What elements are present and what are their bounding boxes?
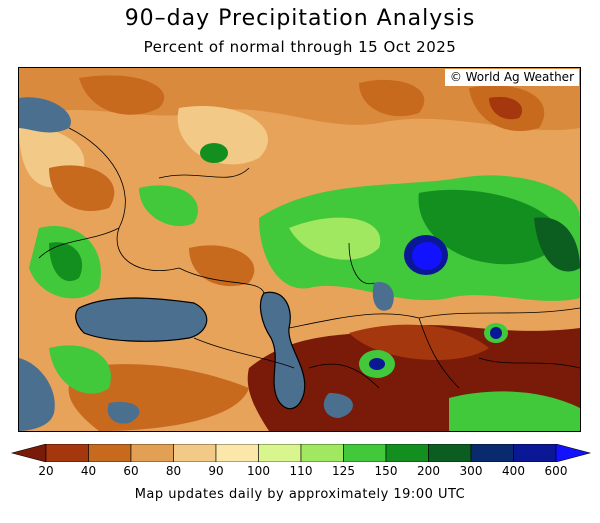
border-line — [348, 242, 375, 285]
precip-zone-very-wet-1 — [418, 189, 560, 265]
precip-zone-very-dry-1 — [489, 96, 523, 120]
persian-gulf — [323, 393, 353, 418]
legend-cell-above-max — [555, 444, 592, 462]
legend-tick-label: 600 — [544, 464, 568, 478]
caspian-sea — [260, 292, 305, 409]
precip-zone-dry-center — [189, 245, 255, 287]
legend-cell-below-min — [10, 444, 47, 462]
legend-tick-label: 20 — [38, 464, 54, 478]
legend-cell — [45, 444, 89, 462]
black-sea-coast — [75, 297, 208, 342]
precip-zone-very-wet-2 — [534, 217, 580, 272]
legend-tick-label: 40 — [80, 464, 97, 478]
border-line — [68, 127, 180, 271]
legend-cell — [173, 444, 217, 462]
update-note: Map updates daily by approximately 19:00… — [134, 487, 466, 502]
coastlines — [75, 291, 306, 410]
map-credit: © World Ag Weather — [444, 69, 579, 86]
precip-zone-moderate-wet-1 — [289, 217, 381, 260]
precip-zone-wet-spot-3 — [200, 143, 228, 163]
border-line — [178, 267, 265, 294]
precip-zone-north — [19, 68, 580, 131]
country-borders — [38, 127, 580, 389]
border-line — [38, 227, 120, 259]
black-sea — [75, 298, 207, 342]
legend-cell — [300, 444, 344, 462]
legend-tick-label: 100 — [247, 464, 270, 478]
legend-tick-label: 400 — [502, 464, 525, 478]
precip-zone-pale-1 — [177, 106, 268, 165]
precip-zone-extreme-spot-1 — [369, 358, 385, 370]
mediterranean-sea-east — [107, 402, 140, 424]
precip-zone-extreme-wet-inner — [412, 242, 442, 270]
border-line — [478, 357, 580, 369]
border-line — [193, 337, 295, 369]
precip-zone-dry-1 — [79, 75, 165, 115]
mediterranean-sea — [19, 358, 55, 431]
precip-zone-dry-west — [49, 165, 115, 212]
precip-zone-wet-southwest — [49, 345, 111, 394]
aral-sea — [372, 282, 394, 311]
legend-cell — [88, 444, 132, 462]
border-line — [158, 167, 250, 179]
precip-zone-very-wet-west — [49, 242, 83, 282]
legend-cell — [470, 444, 514, 462]
precip-zone-wet-southeast — [449, 391, 580, 431]
legend-tick-label: 90 — [208, 464, 224, 478]
precip-zone-wet-center — [139, 185, 198, 227]
precipitation-map: © World Ag Weather — [18, 67, 581, 432]
legend-cell — [215, 444, 259, 462]
map-subtitle: Percent of normal through 15 Oct 2025 — [143, 38, 457, 56]
legend-tick-label: 150 — [374, 464, 398, 478]
legend-tick-label: 200 — [417, 464, 440, 478]
baltic-sea — [19, 97, 71, 133]
precip-zone-dry-2 — [359, 79, 425, 117]
map-canvas — [19, 68, 580, 431]
legend-tick-label: 80 — [165, 464, 182, 478]
legend-cell — [428, 444, 472, 462]
border-line — [308, 363, 380, 389]
legend-cell — [130, 444, 174, 462]
color-legend — [10, 444, 592, 462]
legend-tick-label: 300 — [459, 464, 483, 478]
border-line — [418, 317, 460, 389]
legend-cell — [513, 444, 557, 462]
caspian-sea-coast — [259, 291, 306, 410]
map-title: 90–day Precipitation Analysis — [124, 6, 476, 31]
precip-zone-extreme-spot-2 — [490, 327, 502, 339]
legend-tick-label: 60 — [123, 464, 139, 478]
legend-cell — [385, 444, 429, 462]
legend-tick-label: 110 — [289, 464, 313, 478]
legend-cell — [343, 444, 387, 462]
legend-tick-labels: 20 40 60 80 90 100 110 125 150 200 300 400 600 — [0, 464, 600, 480]
legend-tick-label: 125 — [332, 464, 355, 478]
legend-cell — [258, 444, 302, 462]
